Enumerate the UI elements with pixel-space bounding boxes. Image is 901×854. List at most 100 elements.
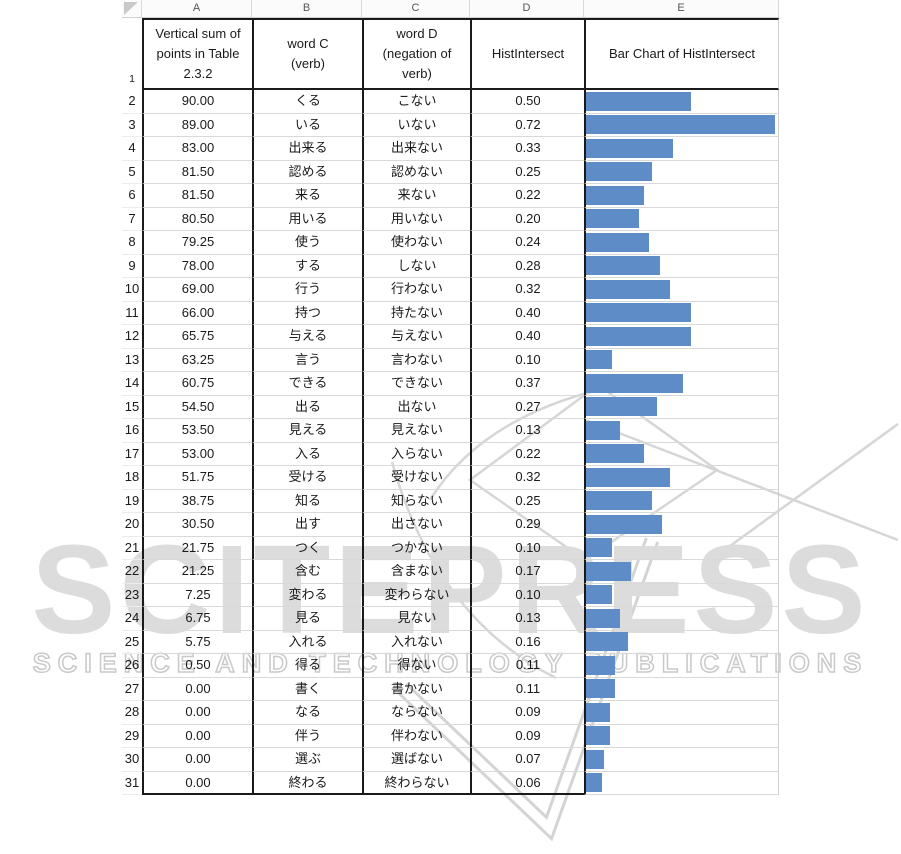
cell-word-c[interactable]: 書く bbox=[252, 677, 362, 701]
cell-bar-chart[interactable] bbox=[584, 466, 779, 490]
cell-word-d[interactable]: ならない bbox=[362, 701, 470, 725]
cell-bar-chart[interactable] bbox=[584, 677, 779, 701]
cell-word-c[interactable]: くる bbox=[252, 90, 362, 114]
cell-histintersect[interactable]: 0.10 bbox=[470, 583, 584, 607]
cell-word-d[interactable]: 認めない bbox=[362, 160, 470, 184]
header-cell-bar-chart[interactable]: Bar Chart of HistIntersect bbox=[584, 18, 779, 90]
cell-histintersect[interactable]: 0.20 bbox=[470, 207, 584, 231]
cell-histintersect[interactable]: 0.25 bbox=[470, 160, 584, 184]
row-number[interactable]: 3 bbox=[122, 114, 142, 137]
cell-word-c[interactable]: いる bbox=[252, 113, 362, 137]
cell-vertical-sum[interactable]: 21.25 bbox=[142, 560, 252, 584]
cell-bar-chart[interactable] bbox=[584, 348, 779, 372]
cell-vertical-sum[interactable]: 0.00 bbox=[142, 771, 252, 795]
cell-vertical-sum[interactable]: 66.00 bbox=[142, 301, 252, 325]
row-number[interactable]: 18 bbox=[122, 466, 142, 490]
cell-bar-chart[interactable] bbox=[584, 630, 779, 654]
cell-vertical-sum[interactable]: 90.00 bbox=[142, 90, 252, 114]
cell-word-d[interactable]: 選ばない bbox=[362, 748, 470, 772]
row-number[interactable]: 9 bbox=[122, 255, 142, 278]
cell-word-d[interactable]: 含まない bbox=[362, 560, 470, 584]
cell-histintersect[interactable]: 0.22 bbox=[470, 184, 584, 208]
cell-word-c[interactable]: 変わる bbox=[252, 583, 362, 607]
cell-word-d[interactable]: 用いない bbox=[362, 207, 470, 231]
cell-bar-chart[interactable] bbox=[584, 278, 779, 302]
cell-bar-chart[interactable] bbox=[584, 513, 779, 537]
cell-word-d[interactable]: こない bbox=[362, 90, 470, 114]
cell-histintersect[interactable]: 0.32 bbox=[470, 466, 584, 490]
cell-word-c[interactable]: 使う bbox=[252, 231, 362, 255]
cell-word-d[interactable]: 使わない bbox=[362, 231, 470, 255]
column-header-a[interactable]: A bbox=[142, 0, 252, 18]
cell-bar-chart[interactable] bbox=[584, 654, 779, 678]
row-number[interactable]: 29 bbox=[122, 725, 142, 748]
cell-vertical-sum[interactable]: 0.00 bbox=[142, 677, 252, 701]
cell-bar-chart[interactable] bbox=[584, 207, 779, 231]
cell-histintersect[interactable]: 0.50 bbox=[470, 90, 584, 114]
cell-word-d[interactable]: 言わない bbox=[362, 348, 470, 372]
cell-vertical-sum[interactable]: 80.50 bbox=[142, 207, 252, 231]
cell-word-d[interactable]: 伴わない bbox=[362, 724, 470, 748]
cell-vertical-sum[interactable]: 0.50 bbox=[142, 654, 252, 678]
cell-vertical-sum[interactable]: 0.00 bbox=[142, 748, 252, 772]
row-number[interactable]: 14 bbox=[122, 372, 142, 396]
cell-histintersect[interactable]: 0.28 bbox=[470, 254, 584, 278]
row-number[interactable]: 21 bbox=[122, 537, 142, 560]
cell-vertical-sum[interactable]: 65.75 bbox=[142, 325, 252, 349]
cell-word-c[interactable]: 見る bbox=[252, 607, 362, 631]
row-number[interactable]: 15 bbox=[122, 396, 142, 419]
cell-histintersect[interactable]: 0.10 bbox=[470, 348, 584, 372]
cell-word-c[interactable]: 入る bbox=[252, 442, 362, 466]
cell-word-c[interactable]: 出来る bbox=[252, 137, 362, 161]
row-number[interactable]: 5 bbox=[122, 161, 142, 184]
cell-word-d[interactable]: つかない bbox=[362, 536, 470, 560]
cell-bar-chart[interactable] bbox=[584, 372, 779, 396]
row-number[interactable]: 11 bbox=[122, 302, 142, 325]
cell-vertical-sum[interactable]: 51.75 bbox=[142, 466, 252, 490]
cell-bar-chart[interactable] bbox=[584, 160, 779, 184]
cell-word-c[interactable]: 出る bbox=[252, 395, 362, 419]
cell-bar-chart[interactable] bbox=[584, 771, 779, 795]
header-cell-word-c[interactable]: word C (verb) bbox=[252, 18, 362, 90]
cell-word-c[interactable]: 与える bbox=[252, 325, 362, 349]
cell-bar-chart[interactable] bbox=[584, 301, 779, 325]
cell-bar-chart[interactable] bbox=[584, 325, 779, 349]
column-header-c[interactable]: C bbox=[362, 0, 470, 18]
cell-vertical-sum[interactable]: 83.00 bbox=[142, 137, 252, 161]
row-number[interactable]: 1 bbox=[129, 72, 135, 85]
cell-bar-chart[interactable] bbox=[584, 489, 779, 513]
cell-word-d[interactable]: 受けない bbox=[362, 466, 470, 490]
row-number[interactable]: 10 bbox=[122, 278, 142, 302]
cell-histintersect[interactable]: 0.09 bbox=[470, 724, 584, 748]
cell-histintersect[interactable]: 0.06 bbox=[470, 771, 584, 795]
column-header-e[interactable]: E bbox=[584, 0, 779, 18]
cell-word-c[interactable]: 知る bbox=[252, 489, 362, 513]
cell-word-d[interactable]: 終わらない bbox=[362, 771, 470, 795]
cell-word-d[interactable]: 見えない bbox=[362, 419, 470, 443]
cell-vertical-sum[interactable]: 7.25 bbox=[142, 583, 252, 607]
cell-word-c[interactable]: 用いる bbox=[252, 207, 362, 231]
cell-vertical-sum[interactable]: 53.50 bbox=[142, 419, 252, 443]
cell-bar-chart[interactable] bbox=[584, 607, 779, 631]
cell-word-c[interactable]: 得る bbox=[252, 654, 362, 678]
row-number[interactable]: 23 bbox=[122, 584, 142, 607]
cell-histintersect[interactable]: 0.17 bbox=[470, 560, 584, 584]
cell-word-c[interactable]: 来る bbox=[252, 184, 362, 208]
cell-word-d[interactable]: 持たない bbox=[362, 301, 470, 325]
cell-bar-chart[interactable] bbox=[584, 419, 779, 443]
row-number[interactable]: 17 bbox=[122, 443, 142, 466]
cell-histintersect[interactable]: 0.11 bbox=[470, 654, 584, 678]
cell-bar-chart[interactable] bbox=[584, 254, 779, 278]
cell-word-c[interactable]: 持つ bbox=[252, 301, 362, 325]
cell-histintersect[interactable]: 0.13 bbox=[470, 419, 584, 443]
row-number[interactable]: 26 bbox=[122, 654, 142, 678]
cell-word-c[interactable]: する bbox=[252, 254, 362, 278]
row-number[interactable]: 16 bbox=[122, 419, 142, 443]
row-number[interactable]: 31 bbox=[122, 772, 142, 795]
cell-histintersect[interactable]: 0.11 bbox=[470, 677, 584, 701]
cell-bar-chart[interactable] bbox=[584, 583, 779, 607]
row-number[interactable]: 6 bbox=[122, 184, 142, 208]
cell-word-d[interactable]: 行わない bbox=[362, 278, 470, 302]
cell-vertical-sum[interactable]: 78.00 bbox=[142, 254, 252, 278]
cell-histintersect[interactable]: 0.09 bbox=[470, 701, 584, 725]
